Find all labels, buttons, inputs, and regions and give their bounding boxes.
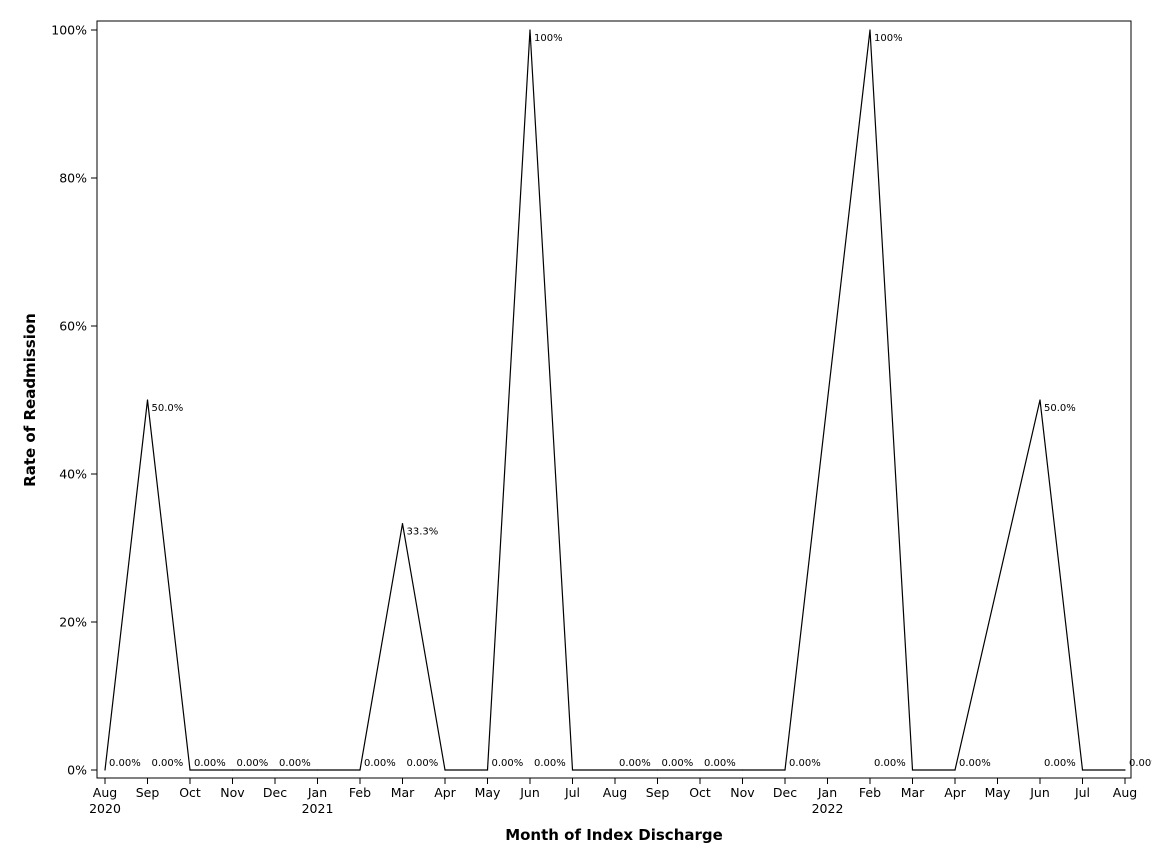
x-tick-label: Oct — [179, 785, 201, 800]
x-tick-label: Jan — [307, 785, 327, 800]
x-tick-label: Apr — [944, 785, 966, 800]
data-label: 0.00% — [959, 758, 991, 769]
x-tick-label: Mar — [391, 785, 415, 800]
x-tick-year-label: 2020 — [89, 801, 121, 816]
x-tick-label: Oct — [689, 785, 711, 800]
data-label: 0.00% — [704, 758, 736, 769]
data-point — [699, 769, 701, 771]
data-point — [486, 769, 489, 771]
data-point — [146, 399, 149, 401]
data-point — [911, 769, 914, 771]
x-tick-label: Dec — [263, 785, 287, 800]
data-point — [741, 769, 744, 771]
data-point — [1124, 769, 1126, 771]
x-tick-label: Sep — [136, 785, 160, 800]
data-labels-layer: 50.0% 33.3% 100% 100% 50.0% 0.00% 0.00% 0.00% 0.… — [109, 33, 1152, 769]
data-point — [401, 522, 404, 525]
x-tick-label: Feb — [859, 785, 881, 800]
data-label: 0.00% — [662, 758, 694, 769]
data-label: 50.0% — [1044, 403, 1076, 414]
x-tick-label: Jun — [1029, 785, 1050, 800]
x-tick-label: Feb — [349, 785, 371, 800]
x-tick-label: Jun — [519, 785, 540, 800]
x-tick-label: Apr — [434, 785, 456, 800]
x-tick-label: Jan — [817, 785, 837, 800]
data-label: 0.00% — [874, 758, 906, 769]
x-tick-label: Mar — [901, 785, 925, 800]
data-label: 50.0% — [152, 403, 184, 414]
data-point — [1081, 769, 1084, 771]
data-label: 0.00% — [1129, 758, 1152, 769]
data-label: 0.00% — [789, 758, 821, 769]
x-tick-label: May — [475, 785, 501, 800]
data-point — [316, 769, 319, 771]
data-point — [189, 769, 191, 771]
x-tick-label: Nov — [730, 785, 755, 800]
data-point — [656, 769, 659, 771]
x-tick-label: Nov — [220, 785, 245, 800]
data-label: 0.00% — [407, 758, 439, 769]
data-point — [444, 769, 446, 771]
data-label: 0.00% — [492, 758, 524, 769]
x-tick-year-label: 2021 — [302, 801, 334, 816]
data-label: 0.00% — [194, 758, 226, 769]
data-label: 33.3% — [407, 527, 439, 538]
data-point — [1039, 399, 1041, 401]
y-axis-title: Rate of Readmission — [21, 313, 39, 487]
x-tick-label: Aug — [603, 785, 627, 800]
y-tick-label: 0% — [67, 763, 87, 778]
data-label: 0.00% — [1044, 758, 1076, 769]
series-layer — [104, 29, 1126, 771]
y-tick-label: 20% — [59, 615, 87, 630]
y-tick-label: 60% — [59, 319, 87, 334]
data-point — [529, 29, 531, 31]
data-label: 100% — [534, 33, 563, 44]
y-tick-label: 40% — [59, 467, 87, 482]
x-tick-label: May — [985, 785, 1011, 800]
data-point — [954, 769, 956, 771]
series-line — [104, 29, 1125, 771]
x-tick-label: Aug — [93, 785, 117, 800]
data-label: 0.00% — [279, 758, 311, 769]
x-tick-label: Dec — [773, 785, 797, 800]
data-point — [359, 769, 361, 771]
x-tick-year-label: 2022 — [812, 801, 844, 816]
data-point — [104, 769, 106, 771]
data-point — [274, 769, 276, 771]
data-label: 0.00% — [534, 758, 566, 769]
y-tick-label: 100% — [51, 23, 87, 38]
data-point — [869, 29, 871, 31]
data-point — [571, 769, 574, 771]
data-label: 0.00% — [109, 758, 141, 769]
data-label: 0.00% — [619, 758, 651, 769]
y-axis: 0% 20% 40% 60% 80% 100% — [51, 23, 97, 778]
x-tick-label: Aug — [1113, 785, 1137, 800]
data-point — [231, 769, 234, 771]
data-label: 100% — [874, 33, 903, 44]
x-tick-label: Jul — [1074, 785, 1090, 800]
plot-area-frame — [96, 20, 1132, 779]
x-axis-title: Month of Index Discharge — [505, 826, 723, 844]
data-point — [784, 769, 786, 771]
x-tick-label: Jul — [564, 785, 580, 800]
y-tick-label: 80% — [59, 171, 87, 186]
x-tick-label: Sep — [646, 785, 670, 800]
data-label: 0.00% — [237, 758, 269, 769]
data-label: 0.00% — [364, 758, 396, 769]
data-label: 0.00% — [152, 758, 184, 769]
